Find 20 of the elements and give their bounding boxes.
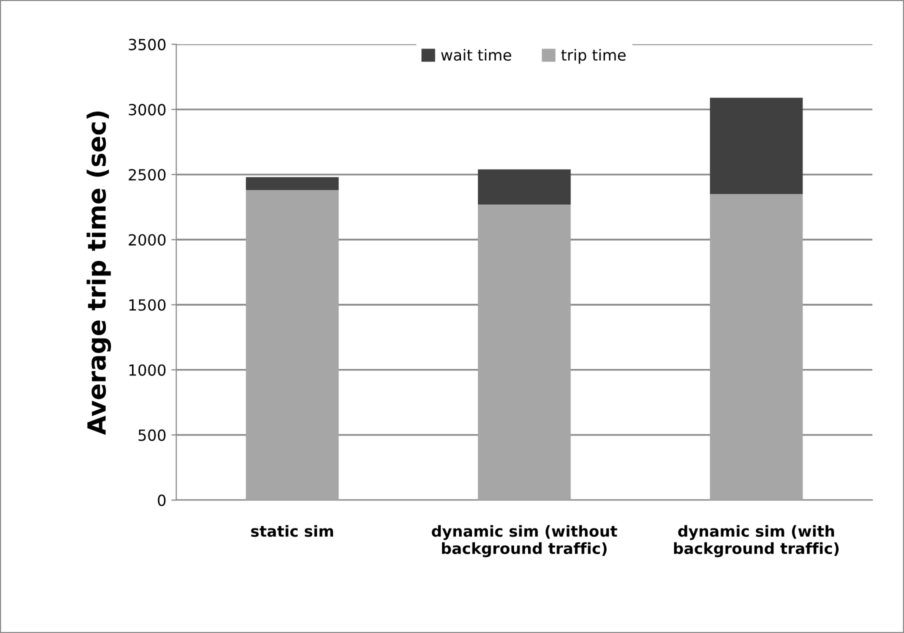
y-tick-label: 1000 — [129, 364, 166, 376]
bar — [710, 98, 803, 194]
y-tick-label: 0 — [158, 494, 166, 506]
bar — [246, 190, 339, 500]
x-tick-label: static sim — [251, 525, 334, 537]
y-tick-label: 500 — [138, 429, 166, 441]
bar — [478, 204, 571, 500]
y-tick-label: 3000 — [128, 104, 166, 116]
legend-label: wait time — [441, 48, 512, 61]
x-tick-label: dynamic sim (without background traffic) — [432, 525, 618, 558]
y-tick-label: 3500 — [128, 38, 166, 50]
y-axis-title: Average trip time (sec) — [86, 112, 112, 435]
y-tick-label: 2000 — [128, 234, 166, 246]
bar — [246, 177, 339, 190]
legend-label: trip time — [561, 48, 626, 64]
bar — [478, 169, 571, 204]
y-tick-label: 2500 — [128, 168, 166, 181]
x-tick-label: dynamic sim (with background traffic) — [674, 525, 839, 558]
bar — [710, 194, 803, 500]
y-tick-label: 1500 — [129, 299, 166, 311]
